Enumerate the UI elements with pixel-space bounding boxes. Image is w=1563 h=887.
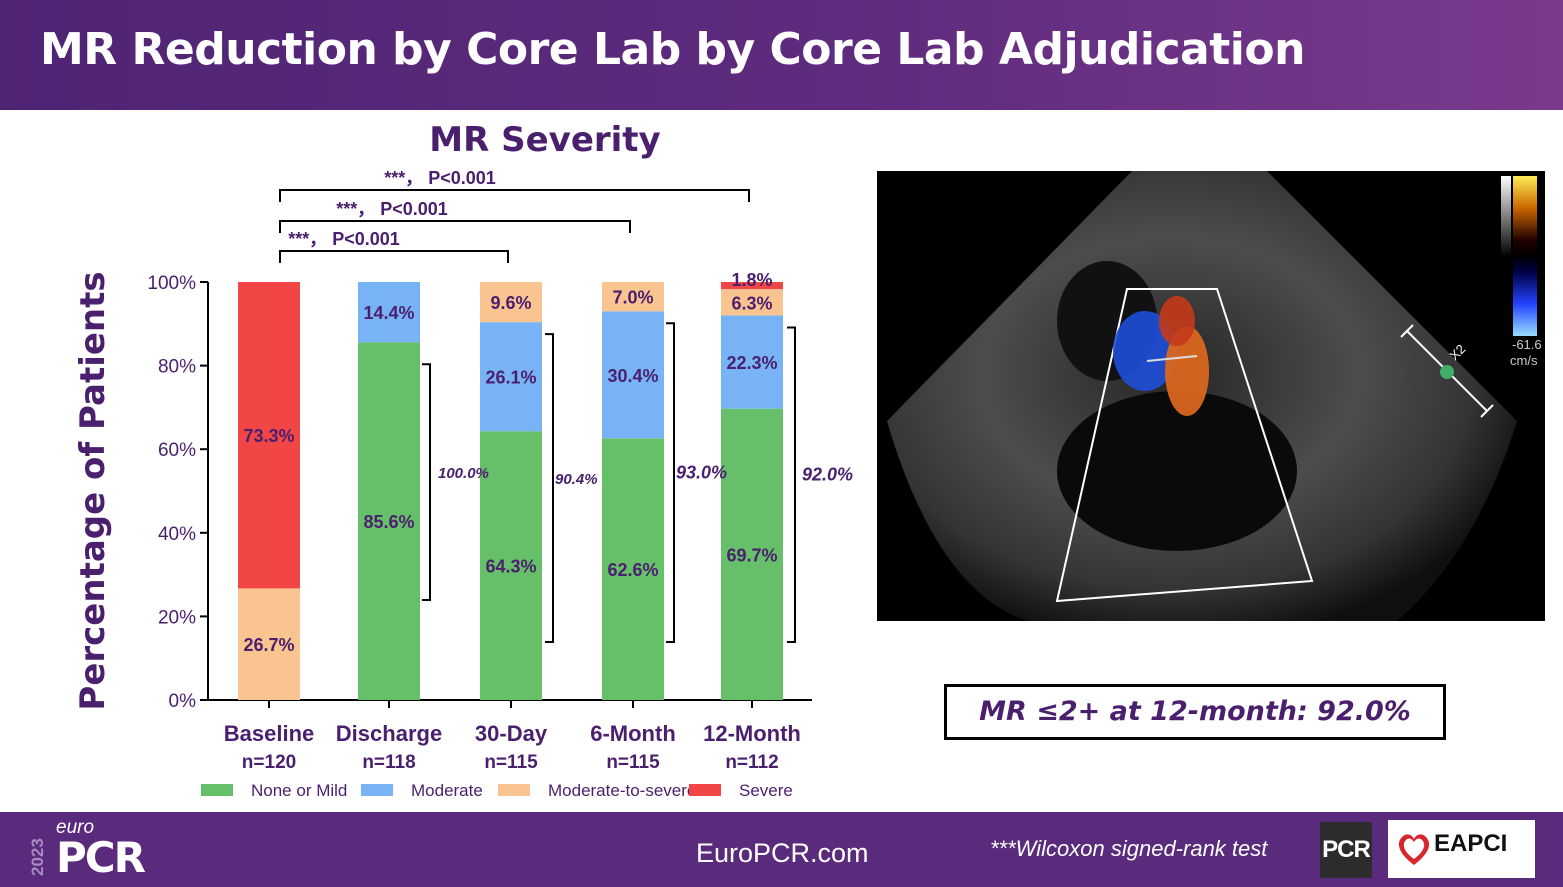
logo-year: 2023 bbox=[28, 838, 47, 876]
bar-segment bbox=[238, 588, 300, 700]
y-tick-label: 80% bbox=[158, 357, 196, 378]
legend-label: None or Mild bbox=[251, 781, 347, 800]
category-label: 6-Month bbox=[590, 721, 676, 746]
comparison-label: ***， P<0.001 bbox=[288, 229, 400, 249]
bar-segment bbox=[238, 282, 300, 589]
bar-segment bbox=[721, 282, 783, 290]
slide-header: MR Reduction by Core Lab by Core Lab Adj… bbox=[0, 0, 1563, 110]
bracket-label: 100.0% bbox=[438, 465, 489, 482]
y-tick-label: 20% bbox=[158, 607, 196, 628]
y-tick-label: 0% bbox=[169, 691, 197, 712]
mr-severity-chart: 0% 20% 40% 60% 80% 100% Percentage of Patients… bbox=[73, 168, 853, 800]
footer-url[interactable]: EuroPCR.com bbox=[696, 838, 869, 868]
summary-box: MR ≤2+ at 12-month: 92.0% bbox=[944, 684, 1446, 740]
eapci-logo: EAPCI bbox=[1388, 820, 1535, 878]
bar-segment bbox=[480, 282, 542, 323]
bar-label: 6.3% bbox=[731, 293, 772, 313]
scale-value: -61.6 bbox=[1512, 337, 1542, 352]
legend-swatch bbox=[201, 784, 233, 796]
legend-swatch bbox=[689, 784, 721, 796]
comparison-label: ***， P<0.001 bbox=[384, 168, 496, 188]
legend-label: Moderate-to-severe bbox=[548, 781, 696, 800]
bar-segment bbox=[602, 438, 664, 700]
category-label: 30-Day bbox=[475, 721, 548, 746]
category-label: Baseline bbox=[224, 721, 315, 746]
legend-label: Moderate bbox=[411, 781, 483, 800]
n-label: n=120 bbox=[242, 752, 296, 773]
bar-label: 62.6% bbox=[607, 560, 658, 580]
footnote: ***Wilcoxon signed-rank test bbox=[990, 836, 1268, 861]
bar-label: 22.3% bbox=[726, 353, 777, 373]
slide-footer bbox=[0, 812, 1563, 887]
n-label: n=118 bbox=[362, 752, 415, 773]
comparison-bracket bbox=[279, 189, 750, 202]
bar-label: 7.0% bbox=[612, 288, 653, 308]
bar-segment bbox=[602, 311, 664, 439]
bar-segment bbox=[480, 431, 542, 700]
y-tick-label: 100% bbox=[147, 273, 196, 294]
n-label: n=115 bbox=[606, 752, 660, 773]
bar-label: 30.4% bbox=[607, 366, 658, 386]
bar-segment bbox=[358, 342, 420, 700]
chart-title: MR Severity bbox=[429, 120, 661, 160]
svg-text:2023: 2023 bbox=[28, 838, 47, 876]
y-tick-label: 60% bbox=[158, 440, 196, 461]
bar-segment bbox=[358, 282, 420, 343]
category-label: 12-Month bbox=[703, 721, 801, 746]
pcr-badge: PCR bbox=[1320, 822, 1372, 878]
bracket-label: 93.0% bbox=[676, 463, 727, 483]
bar-label: 26.1% bbox=[485, 368, 536, 388]
logo-euro: euro bbox=[56, 817, 95, 838]
category-label: Discharge bbox=[336, 721, 442, 746]
legend-swatch bbox=[361, 784, 393, 796]
y-axis-label: Percentage of Patients bbox=[73, 271, 113, 710]
bar-segment bbox=[721, 315, 783, 409]
bar-segment bbox=[602, 282, 664, 312]
bracket-label: 92.0% bbox=[802, 465, 853, 485]
logo-pcr: PCR bbox=[56, 833, 146, 882]
bar-segment bbox=[721, 289, 783, 316]
slide-title: MR Reduction by Core Lab by Core Lab Adj… bbox=[40, 24, 1305, 75]
n-label: n=115 bbox=[484, 752, 538, 773]
y-tick-label: 40% bbox=[158, 524, 196, 545]
bracket-label: 90.4% bbox=[555, 471, 598, 488]
bracket bbox=[545, 333, 554, 643]
bar-label: 69.7% bbox=[726, 545, 777, 565]
comparison-label: ***， P<0.001 bbox=[336, 199, 448, 219]
bar-label: 9.6% bbox=[490, 293, 531, 313]
bar-label: 14.4% bbox=[363, 303, 414, 323]
bracket bbox=[666, 322, 675, 643]
bar-label: 73.3% bbox=[243, 426, 294, 446]
bar-label: 1.8% bbox=[731, 270, 772, 290]
echocardiogram-image: -61.6 cm/s X2 bbox=[877, 171, 1545, 621]
scale-unit: cm/s bbox=[1510, 353, 1538, 368]
bar-label: 85.6% bbox=[363, 512, 414, 532]
bar-segment bbox=[721, 408, 783, 700]
bar-segment bbox=[480, 322, 542, 432]
comparison-bracket bbox=[279, 250, 509, 263]
bracket bbox=[422, 363, 431, 601]
heart-icon bbox=[1398, 834, 1430, 865]
legend-label: Severe bbox=[739, 781, 793, 800]
bar-label: 64.3% bbox=[485, 557, 536, 577]
bar-label: 26.7% bbox=[243, 635, 294, 655]
comparison-bracket bbox=[279, 220, 631, 233]
n-label: n=112 bbox=[725, 752, 778, 773]
eapci-text: EAPCI bbox=[1434, 830, 1508, 857]
legend-swatch bbox=[498, 784, 530, 796]
bracket bbox=[787, 326, 796, 643]
